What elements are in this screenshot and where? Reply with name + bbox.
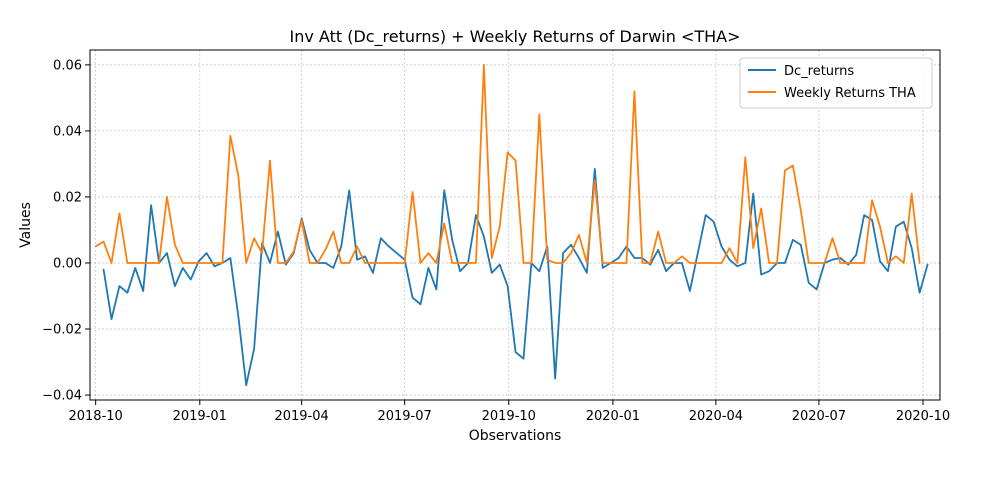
x-axis: 2018-10 2019-01 2019-04 2019-07 2019-10 2020-… xyxy=(68,400,950,424)
y-tick-label: −0.04 xyxy=(42,389,82,404)
y-tick-label: 0.00 xyxy=(53,256,82,271)
legend-label: Weekly Returns THA xyxy=(784,86,916,101)
y-axis: −0.04 −0.02 0.00 0.02 0.04 0.06 xyxy=(42,58,90,404)
y-axis-label: Values xyxy=(18,202,34,248)
series-line-1 xyxy=(102,167,929,387)
legend-label: Dc_returns xyxy=(784,64,854,79)
x-tick-label: 2019-10 xyxy=(482,409,536,424)
y-tick-label: 0.02 xyxy=(53,190,82,205)
x-tick-label: 2020-01 xyxy=(586,409,640,424)
x-tick-label: 2019-01 xyxy=(173,409,227,424)
x-tick-label: 2020-04 xyxy=(689,409,743,424)
y-tick-label: 0.04 xyxy=(53,124,82,139)
chart-title: Inv Att (Dc_returns) + Weekly Returns of… xyxy=(289,27,740,47)
series-lines xyxy=(94,63,929,387)
legend-box xyxy=(739,57,933,109)
series-line-2 xyxy=(94,63,921,264)
x-tick-label: 2018-10 xyxy=(68,409,122,424)
x-tick-label: 2020-10 xyxy=(896,409,950,424)
y-tick-label: 0.06 xyxy=(53,58,82,73)
x-axis-label: Observations xyxy=(469,428,562,444)
plot-frame xyxy=(89,49,941,401)
x-tick-label: 2019-04 xyxy=(274,409,328,424)
legend: Dc_returns Weekly Returns THA xyxy=(739,57,933,109)
x-tick-label: 2020-07 xyxy=(792,409,846,424)
x-tick-label: 2019-07 xyxy=(377,409,431,424)
y-tick-label: −0.02 xyxy=(42,323,82,338)
